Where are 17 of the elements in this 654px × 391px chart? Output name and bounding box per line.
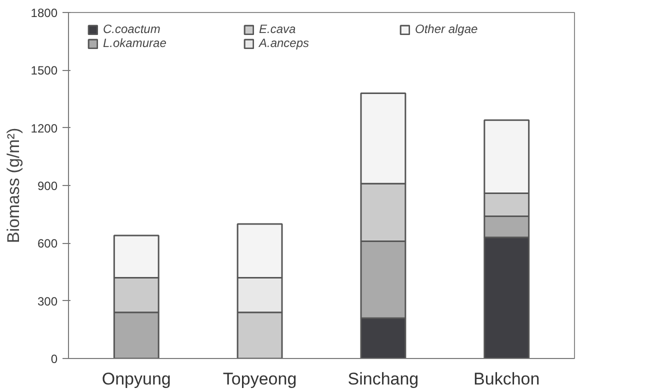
y-tick-label: 1500	[30, 64, 58, 78]
y-tick-label: 1200	[30, 121, 58, 136]
legend-label: A.anceps	[259, 36, 310, 50]
y-tick-label: 1800	[30, 6, 58, 20]
y-tick-label: 300	[37, 294, 58, 308]
y-axis-title: Biomass (g/m²)	[4, 128, 23, 244]
legend-label: C.coactum	[103, 22, 162, 36]
x-tick-label: Topyeong	[222, 370, 297, 388]
legend-label: E.cava	[259, 22, 297, 36]
y-tick-label: 900	[37, 179, 58, 193]
y-tick-label: 0	[50, 352, 58, 366]
legend-label: L.okamurae	[103, 36, 168, 50]
x-tick-label: Sinchang	[348, 370, 419, 388]
legend-label: Other algae	[415, 22, 479, 36]
x-tick-label: Onpyung	[102, 370, 171, 388]
x-tick-label: Bukchon	[474, 370, 540, 388]
y-tick-label: 600	[37, 236, 58, 251]
